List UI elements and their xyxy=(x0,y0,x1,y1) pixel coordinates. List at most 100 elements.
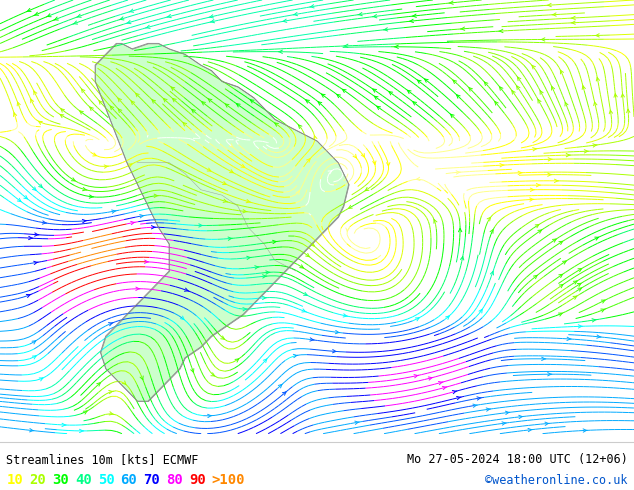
FancyArrowPatch shape xyxy=(230,170,233,172)
FancyArrowPatch shape xyxy=(443,387,447,390)
FancyArrowPatch shape xyxy=(309,5,314,8)
FancyArrowPatch shape xyxy=(294,354,298,358)
FancyArrowPatch shape xyxy=(223,199,228,202)
FancyArrowPatch shape xyxy=(181,316,184,319)
FancyArrowPatch shape xyxy=(77,14,81,17)
FancyArrowPatch shape xyxy=(282,392,286,395)
FancyArrowPatch shape xyxy=(547,3,552,7)
FancyArrowPatch shape xyxy=(126,21,131,24)
FancyArrowPatch shape xyxy=(13,113,16,117)
FancyArrowPatch shape xyxy=(512,91,515,94)
FancyArrowPatch shape xyxy=(136,287,140,291)
FancyArrowPatch shape xyxy=(310,338,314,341)
FancyArrowPatch shape xyxy=(221,336,224,339)
FancyArrowPatch shape xyxy=(152,225,155,229)
FancyArrowPatch shape xyxy=(460,256,464,260)
FancyArrowPatch shape xyxy=(389,92,392,95)
FancyArrowPatch shape xyxy=(30,429,34,432)
FancyArrowPatch shape xyxy=(184,288,189,291)
FancyArrowPatch shape xyxy=(540,91,543,95)
FancyArrowPatch shape xyxy=(374,96,378,99)
FancyArrowPatch shape xyxy=(387,163,390,166)
FancyArrowPatch shape xyxy=(39,378,43,381)
FancyArrowPatch shape xyxy=(110,106,113,110)
FancyArrowPatch shape xyxy=(307,159,310,162)
FancyArrowPatch shape xyxy=(275,123,278,126)
FancyArrowPatch shape xyxy=(139,215,144,218)
FancyArrowPatch shape xyxy=(90,107,93,111)
FancyArrowPatch shape xyxy=(80,111,83,114)
FancyArrowPatch shape xyxy=(146,25,150,28)
FancyArrowPatch shape xyxy=(487,218,491,221)
FancyArrowPatch shape xyxy=(532,65,536,69)
FancyArrowPatch shape xyxy=(223,181,226,185)
FancyArrowPatch shape xyxy=(490,230,493,233)
FancyArrowPatch shape xyxy=(573,296,577,299)
FancyArrowPatch shape xyxy=(273,240,277,244)
FancyArrowPatch shape xyxy=(552,86,555,90)
FancyArrowPatch shape xyxy=(449,1,453,4)
FancyArrowPatch shape xyxy=(538,230,541,233)
FancyArrowPatch shape xyxy=(409,19,413,23)
FancyArrowPatch shape xyxy=(500,87,503,90)
FancyArrowPatch shape xyxy=(373,161,376,165)
FancyArrowPatch shape xyxy=(394,45,398,49)
FancyArrowPatch shape xyxy=(335,330,340,334)
FancyArrowPatch shape xyxy=(306,100,309,103)
FancyArrowPatch shape xyxy=(119,109,122,113)
FancyArrowPatch shape xyxy=(119,17,124,20)
FancyArrowPatch shape xyxy=(582,86,585,90)
FancyArrowPatch shape xyxy=(458,228,462,232)
FancyArrowPatch shape xyxy=(46,14,51,17)
FancyArrowPatch shape xyxy=(541,357,546,361)
FancyArrowPatch shape xyxy=(72,178,75,181)
FancyArrowPatch shape xyxy=(552,13,556,16)
FancyArrowPatch shape xyxy=(26,294,31,297)
FancyArrowPatch shape xyxy=(583,429,587,432)
FancyArrowPatch shape xyxy=(278,50,283,53)
FancyArrowPatch shape xyxy=(131,221,135,224)
FancyArrowPatch shape xyxy=(39,121,42,124)
FancyArrowPatch shape xyxy=(337,95,340,98)
FancyArrowPatch shape xyxy=(552,239,556,242)
FancyArrowPatch shape xyxy=(255,266,259,269)
FancyArrowPatch shape xyxy=(17,102,20,106)
FancyArrowPatch shape xyxy=(164,98,167,102)
FancyArrowPatch shape xyxy=(209,15,214,18)
FancyArrowPatch shape xyxy=(299,125,302,128)
FancyArrowPatch shape xyxy=(490,271,493,275)
FancyArrowPatch shape xyxy=(211,373,215,376)
FancyArrowPatch shape xyxy=(343,314,347,317)
FancyArrowPatch shape xyxy=(560,70,564,74)
FancyArrowPatch shape xyxy=(225,104,229,107)
FancyArrowPatch shape xyxy=(614,94,618,98)
FancyArrowPatch shape xyxy=(439,382,443,385)
FancyArrowPatch shape xyxy=(593,102,597,106)
FancyArrowPatch shape xyxy=(417,177,420,180)
FancyArrowPatch shape xyxy=(243,210,247,213)
FancyArrowPatch shape xyxy=(183,122,186,126)
FancyArrowPatch shape xyxy=(311,243,314,246)
FancyArrowPatch shape xyxy=(306,253,309,257)
FancyArrowPatch shape xyxy=(108,391,113,393)
FancyArrowPatch shape xyxy=(32,187,36,190)
FancyArrowPatch shape xyxy=(517,77,521,81)
FancyArrowPatch shape xyxy=(314,136,317,140)
FancyArrowPatch shape xyxy=(479,309,482,313)
FancyArrowPatch shape xyxy=(112,210,116,213)
FancyArrowPatch shape xyxy=(566,153,571,157)
FancyArrowPatch shape xyxy=(228,237,232,240)
FancyArrowPatch shape xyxy=(601,300,605,303)
FancyArrowPatch shape xyxy=(365,188,369,191)
FancyArrowPatch shape xyxy=(304,293,307,295)
FancyArrowPatch shape xyxy=(559,274,562,277)
FancyArrowPatch shape xyxy=(318,102,322,105)
FancyArrowPatch shape xyxy=(82,188,87,191)
FancyArrowPatch shape xyxy=(415,318,419,321)
FancyArrowPatch shape xyxy=(129,9,134,12)
FancyArrowPatch shape xyxy=(562,261,566,264)
Text: 90: 90 xyxy=(189,473,205,487)
Text: 30: 30 xyxy=(52,473,68,487)
FancyArrowPatch shape xyxy=(571,16,575,20)
FancyArrowPatch shape xyxy=(517,86,520,90)
